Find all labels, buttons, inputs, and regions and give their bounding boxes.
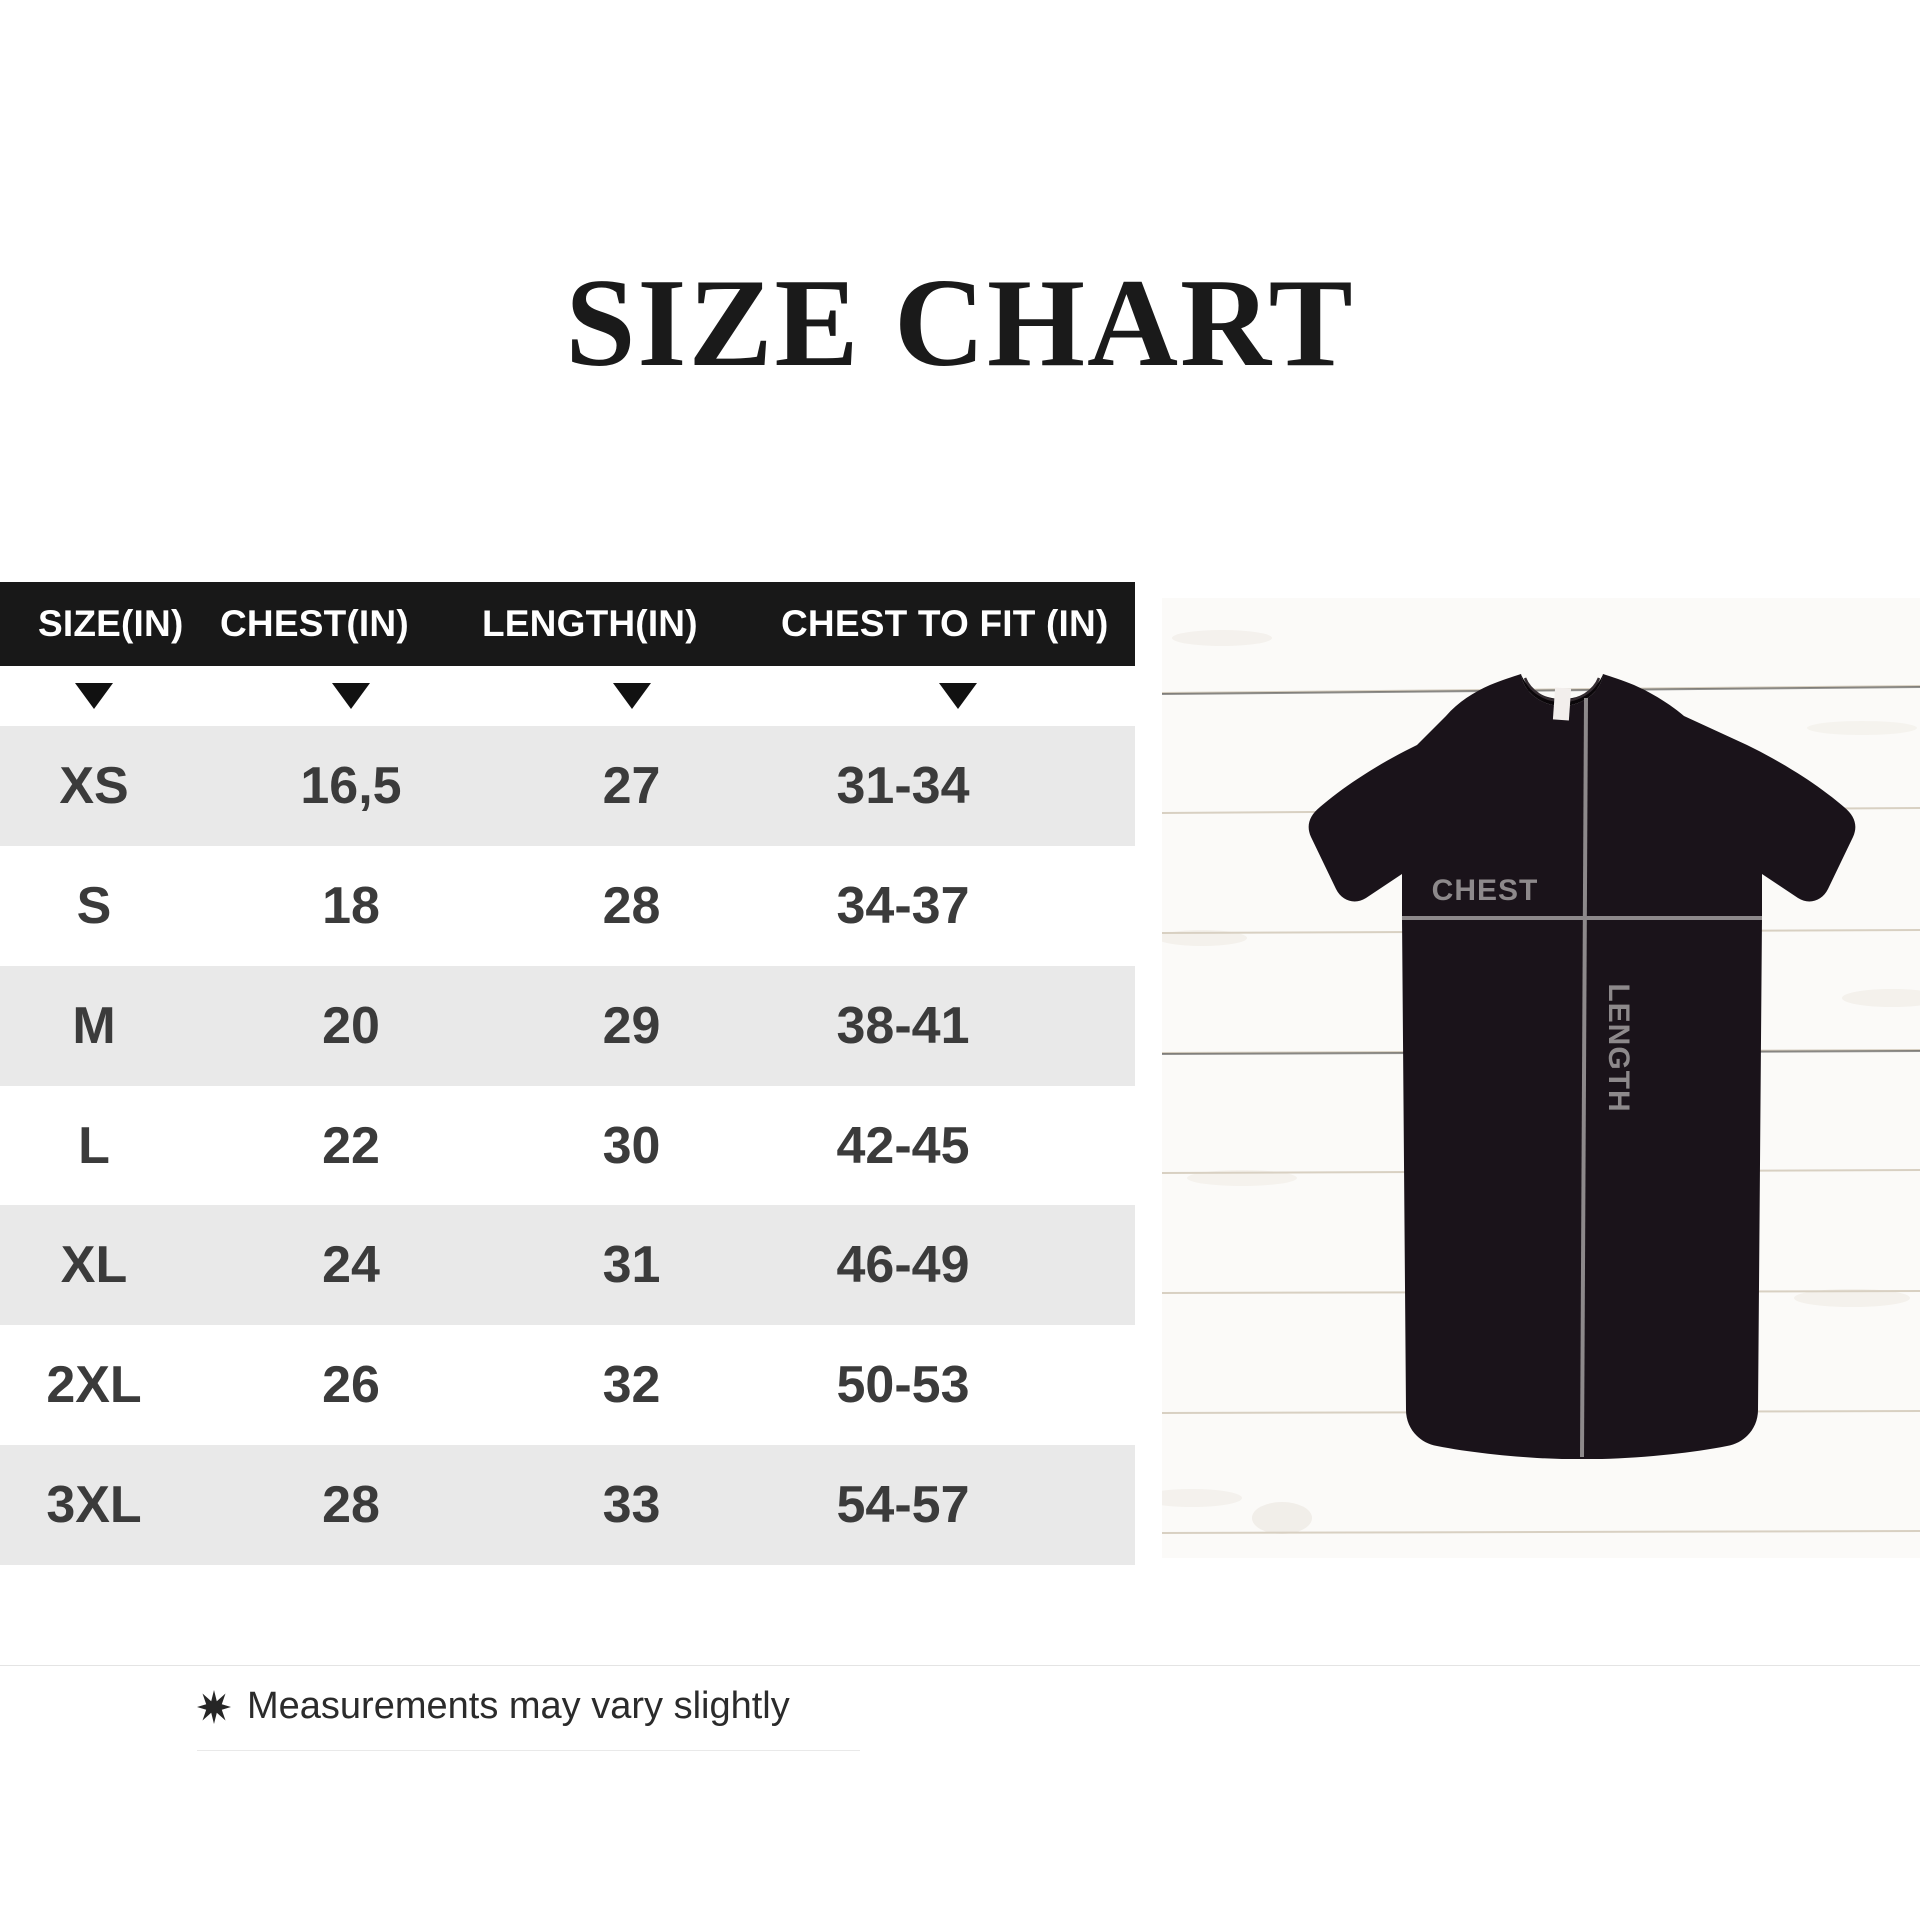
svg-text:LENGTH: LENGTH: [1602, 983, 1635, 1112]
svg-text:CHEST: CHEST: [1432, 874, 1539, 907]
